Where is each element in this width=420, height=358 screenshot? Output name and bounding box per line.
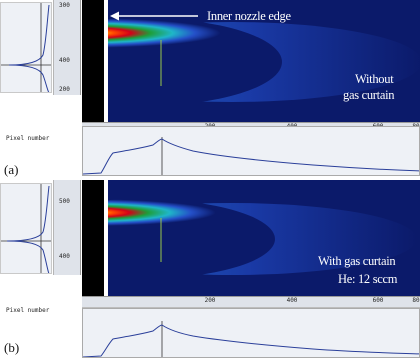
panel-label-a: (a) (3, 162, 20, 178)
nozzle-shadow-a (82, 0, 104, 122)
plasma-image-svg-b (82, 180, 420, 302)
vertical-profile-a (0, 2, 52, 93)
x-axis-b: 200 400 600 80 (82, 296, 420, 308)
pixel-number-label-a: Pixel number (6, 135, 50, 142)
line-profile-curve-b (83, 321, 419, 357)
y-axis-b: 500 400 (53, 180, 81, 275)
caption-b-line1: With gas curtain (318, 254, 396, 268)
x-tick-b-2: 600 (372, 297, 384, 304)
y-tick-a-1: 400 (59, 57, 70, 64)
caption-b-line2: He: 12 sccm (338, 272, 398, 286)
y-tick-b-1: 400 (59, 253, 70, 260)
line-profile-curve-a (83, 137, 419, 175)
inner-nozzle-edge-b (104, 180, 108, 302)
nozzle-edge-annotation: Inner nozzle edge (207, 9, 291, 23)
pixel-number-label-b: Pixel number (6, 307, 50, 314)
x-tick-b-0: 200 (204, 297, 216, 304)
caption-a-line2: gas curtain (343, 88, 395, 102)
inner-nozzle-edge-a (104, 0, 108, 122)
y-axis-a: 300 400 200 (53, 0, 81, 95)
arrow-icon-a (110, 11, 198, 21)
y-tick-a-2: 200 (59, 86, 70, 93)
plasma-image-b (82, 180, 420, 302)
vertical-profile-curve-b (1, 184, 51, 273)
x-tick-b-1: 400 (286, 297, 298, 304)
x-tick-b-3: 80 (412, 297, 420, 304)
y-tick-a-0: 300 (59, 2, 70, 9)
y-tick-b-0: 500 (59, 198, 70, 205)
vertical-profile-curve-a (1, 3, 51, 92)
panel-label-b: (b) (3, 340, 21, 356)
nozzle-shadow-b (82, 180, 104, 302)
plasma-image-svg-a (82, 0, 420, 122)
line-profile-a (82, 126, 420, 176)
caption-a-line1: Without (355, 72, 394, 86)
vertical-profile-b (0, 183, 52, 274)
plasma-image-a (82, 0, 420, 122)
line-profile-b (82, 308, 420, 358)
